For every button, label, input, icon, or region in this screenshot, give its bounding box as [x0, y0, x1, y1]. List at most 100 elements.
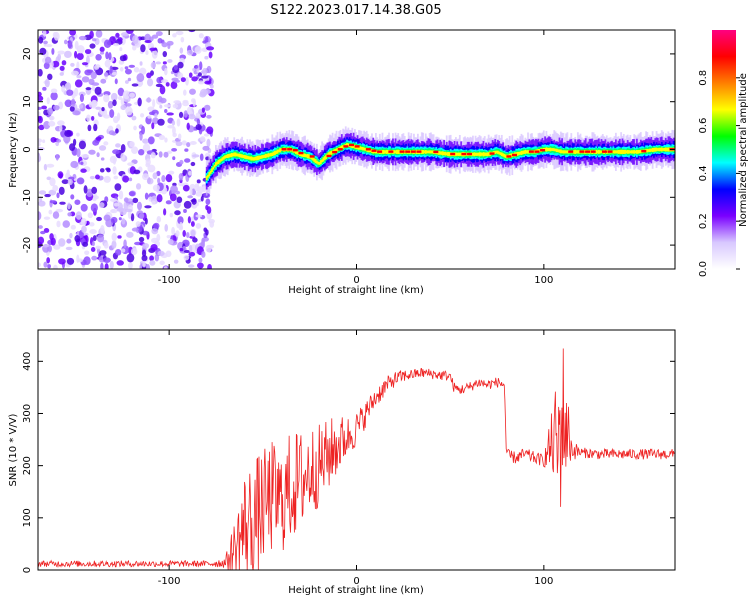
noise-speckle [190, 229, 196, 237]
noise-speckle [69, 30, 77, 36]
ridge-band [616, 150, 619, 154]
noise-speckle [57, 120, 65, 126]
noise-speckle [99, 168, 105, 173]
noise-speckle [137, 97, 142, 107]
noise-speckle [116, 112, 121, 121]
ridge-band [639, 149, 642, 154]
noise-speckle [151, 200, 156, 205]
ridge-core [416, 150, 422, 153]
noise-speckle [132, 35, 139, 45]
noise-speckle [78, 35, 87, 41]
noise-speckle [133, 169, 141, 175]
ridge-band [500, 152, 503, 157]
noise-speckle [163, 151, 169, 158]
noise-speckle [117, 87, 125, 97]
noise-speckle [158, 134, 166, 140]
noise-speckle [199, 153, 204, 161]
ridge-band [629, 150, 632, 154]
noise-speckle [58, 258, 66, 265]
noise-speckle [89, 43, 96, 49]
ridge-core [365, 148, 371, 151]
ridge-band [612, 150, 615, 154]
noise-speckle [59, 72, 64, 76]
noise-speckle [129, 92, 135, 98]
noise-speckle [201, 251, 206, 258]
noise-speckle [146, 177, 154, 185]
noise-speckle [187, 216, 191, 224]
noise-speckle [151, 34, 159, 39]
noise-speckle [121, 248, 126, 253]
noise-speckle [110, 216, 118, 224]
noise-speckle [123, 239, 127, 249]
ridge-band [228, 153, 230, 158]
noise-speckle [155, 83, 163, 88]
noise-speckle [191, 198, 197, 205]
ridge-core [287, 148, 293, 151]
ridge-band [439, 151, 442, 155]
noise-speckle [172, 182, 177, 187]
ridge-band [479, 152, 482, 157]
noise-speckle [78, 140, 87, 150]
ridge-band [305, 154, 308, 158]
ridge-band [238, 153, 241, 158]
noise-speckle [64, 83, 70, 89]
ridge-band [424, 149, 427, 154]
noise-speckle [100, 157, 105, 161]
ridge-band [266, 154, 268, 158]
noise-speckle [76, 254, 80, 263]
ridge-band [554, 148, 557, 152]
noise-speckle [197, 80, 205, 85]
noise-speckle [164, 137, 168, 143]
chart-title: S122.2023.017.14.38.G05 [270, 3, 441, 18]
noise-speckle [131, 115, 137, 121]
y-tick-label: 20 [22, 48, 33, 61]
noise-speckle [82, 241, 89, 247]
ridge-core [506, 155, 512, 158]
noise-speckle [123, 201, 130, 211]
ridge-band [315, 160, 318, 164]
ridge-band [527, 150, 529, 154]
ridge-band [503, 153, 506, 158]
noise-speckle [188, 264, 195, 268]
noise-speckle [199, 136, 206, 142]
ridge-band [620, 149, 623, 155]
noise-speckle [163, 104, 171, 108]
noise-speckle [98, 202, 105, 208]
ridge-band [474, 152, 477, 156]
ridge-band [662, 148, 665, 151]
noise-speckle [155, 31, 163, 37]
noise-speckle [126, 231, 134, 238]
noise-speckle [53, 104, 60, 111]
ridge-band [597, 149, 600, 154]
ridge-band [475, 152, 478, 156]
noise-speckle [175, 30, 184, 36]
noise-speckle [98, 145, 107, 151]
noise-speckle [91, 186, 98, 194]
noise-speckle [186, 49, 194, 56]
ridge-band [255, 156, 258, 161]
noise-speckle [173, 100, 181, 104]
noise-speckle [189, 88, 196, 95]
y-tick-label: -10 [22, 189, 33, 205]
noise-speckle [174, 210, 181, 216]
ridge-core [292, 149, 298, 152]
noise-speckle [110, 92, 118, 102]
noise-speckle [47, 264, 51, 269]
ridge-band [637, 150, 640, 154]
ridge-band [618, 150, 621, 154]
ridge-band [499, 152, 502, 156]
noise-speckle [38, 106, 43, 111]
noise-speckle [55, 154, 59, 161]
noise-speckle [76, 75, 82, 79]
noise-speckle [44, 78, 50, 88]
noise-speckle [117, 235, 122, 239]
noise-speckle [94, 86, 102, 95]
noise-speckle [100, 225, 105, 234]
noise-speckle [81, 62, 89, 66]
noise-speckle [53, 264, 58, 269]
ridge-band [398, 149, 401, 154]
noise-speckle [44, 56, 52, 64]
ridge-band [621, 149, 624, 154]
noise-speckle [119, 55, 127, 62]
noise-speckle [125, 106, 133, 116]
